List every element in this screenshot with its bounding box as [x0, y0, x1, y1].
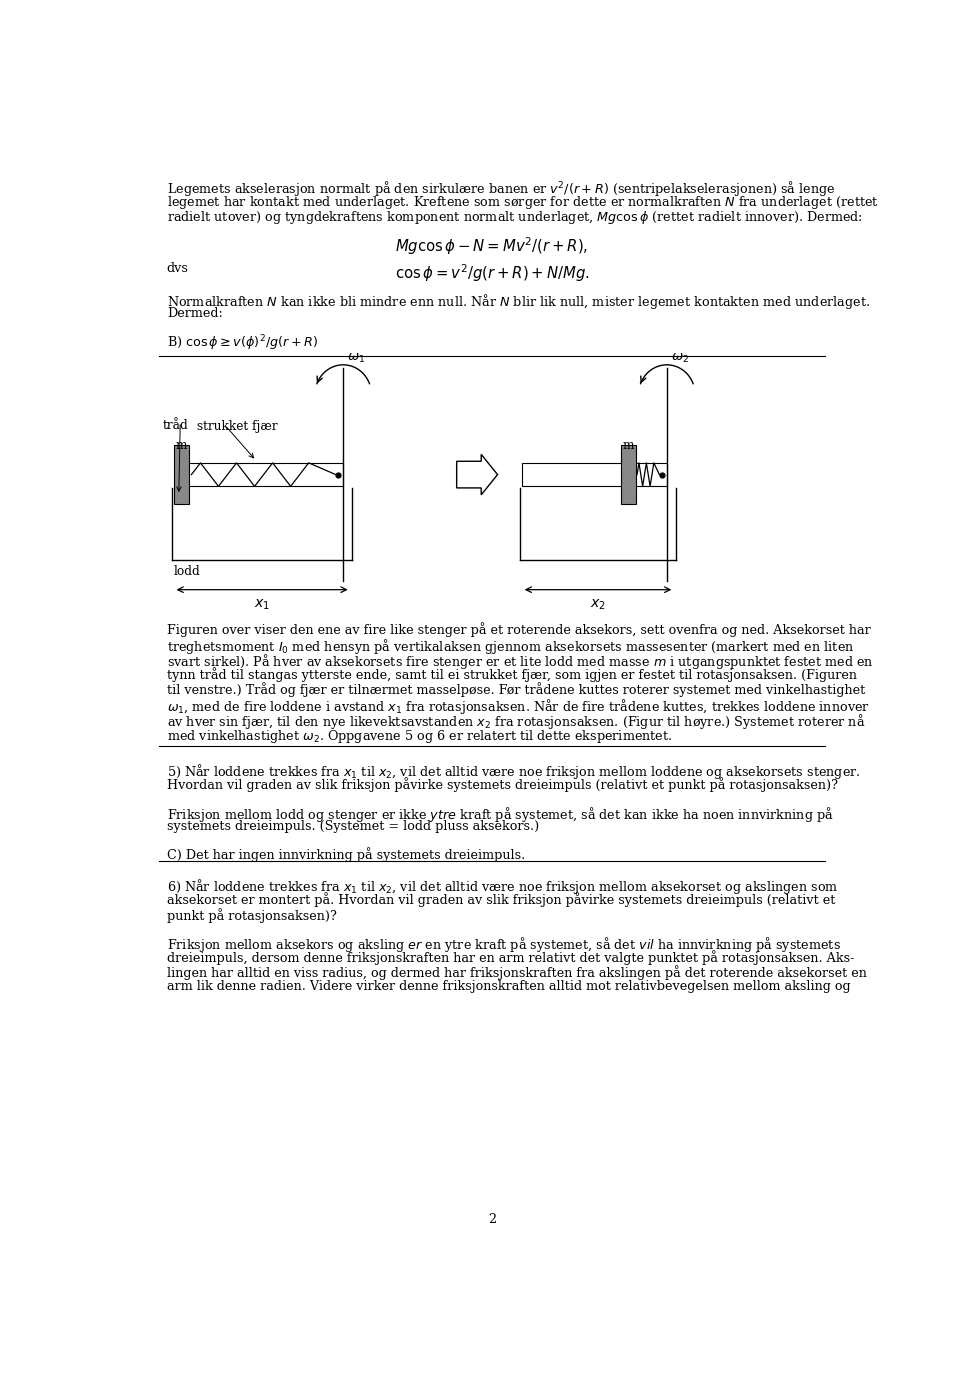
Polygon shape — [457, 454, 497, 495]
Text: $Mg\cos\phi - N = Mv^2/(r+R),$: $Mg\cos\phi - N = Mv^2/(r+R),$ — [396, 235, 588, 256]
Text: tråd: tråd — [163, 418, 189, 432]
Text: til venstre.) Tråd og fjær er tilnærmet masselpøse. Før trådene kuttes roterer s: til venstre.) Tråd og fjær er tilnærmet … — [167, 682, 865, 698]
Text: Friksjon mellom lodd og stenger er ikke $\mathit{ytre}$ kraft på systemet, så de: Friksjon mellom lodd og stenger er ikke … — [167, 804, 833, 823]
Bar — [175, 446, 189, 504]
Text: $\cos\phi = v^2/g(r+R) + N/Mg.$: $\cos\phi = v^2/g(r+R) + N/Mg.$ — [395, 262, 589, 284]
Text: strukket fjær: strukket fjær — [197, 419, 277, 433]
Bar — [176, 462, 344, 486]
Text: svart sirkel). På hver av aksekorsets fire stenger er et lite lodd med masse $m$: svart sirkel). På hver av aksekorsets fi… — [167, 652, 874, 671]
Text: $\omega_1$, med de fire loddene i avstand $x_1$ fra rotasjonsaksen. Når de fire : $\omega_1$, med de fire loddene i avstan… — [167, 698, 870, 717]
Text: Dermed:: Dermed: — [167, 307, 223, 321]
Text: arm lik denne radien. Videre virker denne friksjonskraften alltid mot relativbev: arm lik denne radien. Videre virker denn… — [167, 980, 851, 994]
Text: systemets dreieimpuls. (Systemet = lodd pluss aksekors.): systemets dreieimpuls. (Systemet = lodd … — [167, 819, 540, 833]
Text: dvs: dvs — [167, 262, 189, 275]
Text: $\omega_2$: $\omega_2$ — [670, 352, 688, 365]
Text: B) $\cos\phi \geq v(\phi)^2/g(r+R)$: B) $\cos\phi \geq v(\phi)^2/g(r+R)$ — [167, 334, 318, 353]
Text: Friksjon mellom aksekors og aksling $\mathit{er}$ en ytre kraft på systemet, så : Friksjon mellom aksekors og aksling $\ma… — [167, 936, 841, 954]
Text: Normalkraften $N$ kan ikke bli mindre enn null. Når $N$ blir lik null, mister le: Normalkraften $N$ kan ikke bli mindre en… — [167, 292, 870, 311]
Bar — [621, 446, 636, 504]
Text: 6) Når loddene trekkes fra $x_1$ til $x_2$, vil det alltid være noe friksjon mel: 6) Når loddene trekkes fra $x_1$ til $x_… — [167, 877, 838, 897]
Text: punkt på rotasjonsaksen)?: punkt på rotasjonsaksen)? — [167, 908, 337, 923]
Text: 5) Når loddene trekkes fra $x_1$ til $x_2$, vil det alltid være noe friksjon mel: 5) Når loddene trekkes fra $x_1$ til $x_… — [167, 763, 860, 782]
Text: tynn tråd til stangas ytterste ende, samt til ei strukket fjær, som igjen er fes: tynn tråd til stangas ytterste ende, sam… — [167, 667, 857, 682]
Text: Hvordan vil graden av slik friksjon påvirke systemets dreieimpuls (relativt et p: Hvordan vil graden av slik friksjon påvi… — [167, 778, 838, 793]
Bar — [522, 462, 667, 486]
Text: med vinkelhastighet $\omega_2$. Oppgavene 5 og 6 er relatert til dette eksperime: med vinkelhastighet $\omega_2$. Oppgaven… — [167, 728, 672, 745]
Text: m: m — [176, 439, 187, 453]
Text: av hver sin fjær, til den nye likevektsavstanden $x_2$ fra rotasjonsaksen. (Figu: av hver sin fjær, til den nye likevektsa… — [167, 713, 865, 732]
Text: Figuren over viser den ene av fire like stenger på et roterende aksekors, sett o: Figuren over viser den ene av fire like … — [167, 621, 871, 637]
Text: $\omega_1$: $\omega_1$ — [347, 352, 365, 365]
Text: lingen har alltid en viss radius, og dermed har friksjonskraften fra akslingen p: lingen har alltid en viss radius, og der… — [167, 965, 867, 980]
Text: C) Det har ingen innvirkning på systemets dreieimpuls.: C) Det har ingen innvirkning på systemet… — [167, 847, 525, 862]
Text: 2: 2 — [488, 1212, 496, 1226]
Text: legemet har kontakt med underlaget. Kreftene som sørger for dette er normalkraft: legemet har kontakt med underlaget. Kref… — [167, 194, 878, 210]
Text: aksekorset er montert på. Hvordan vil graden av slik friksjon påvirke systemets : aksekorset er montert på. Hvordan vil gr… — [167, 893, 835, 908]
Text: lodd: lodd — [174, 565, 201, 579]
Text: m: m — [622, 439, 634, 453]
Text: treghetsmoment $I_0$ med hensyn på vertikalaksen gjennom aksekorsets massesenter: treghetsmoment $I_0$ med hensyn på verti… — [167, 637, 854, 656]
Text: radielt utover) og tyngdekraftens komponent normalt underlaget, $Mg\cos\phi$ (re: radielt utover) og tyngdekraftens kompon… — [167, 209, 863, 226]
Text: dreieimpuls, dersom denne friksjonskraften har en arm relativt det valgte punkte: dreieimpuls, dersom denne friksjonskraft… — [167, 949, 854, 965]
Text: $x_2$: $x_2$ — [590, 597, 606, 612]
Text: $x_1$: $x_1$ — [254, 597, 270, 612]
Text: Legemets akselerasjon normalt på den sirkulære banen er $v^2/(r+R)$ (sentripelak: Legemets akselerasjon normalt på den sir… — [167, 179, 835, 198]
